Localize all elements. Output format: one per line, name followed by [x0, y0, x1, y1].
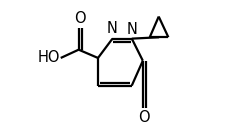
Text: N: N — [127, 22, 138, 37]
Text: HO: HO — [38, 51, 60, 65]
Text: O: O — [74, 10, 86, 26]
Text: O: O — [139, 110, 150, 125]
Text: N: N — [107, 21, 118, 36]
